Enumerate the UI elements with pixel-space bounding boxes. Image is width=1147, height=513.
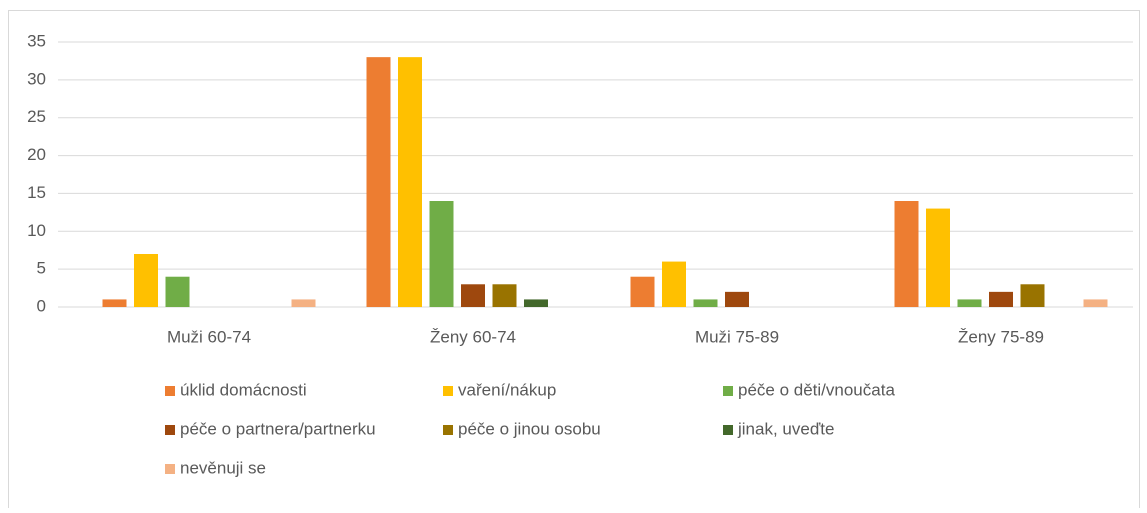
- x-tick-label: Muži 75-89: [695, 327, 779, 346]
- bar: [894, 201, 919, 307]
- legend-swatch: [165, 386, 175, 396]
- legend-swatch: [165, 464, 175, 474]
- bar: [461, 284, 485, 307]
- bar: [662, 261, 686, 307]
- y-tick-label: 20: [27, 145, 46, 164]
- x-tick-label: Muži 60-74: [167, 327, 251, 346]
- bar: [1020, 284, 1045, 307]
- bar: [165, 276, 190, 307]
- bar: [366, 57, 391, 308]
- bar: [134, 254, 158, 307]
- bar: [524, 299, 548, 307]
- legend-swatch: [723, 425, 733, 435]
- legend-label: péče o děti/vnoučata: [738, 380, 895, 399]
- y-tick-label: 25: [27, 107, 46, 126]
- bar: [1083, 299, 1108, 307]
- y-tick-label: 35: [27, 31, 46, 50]
- legend-label: úklid domácnosti: [180, 380, 307, 399]
- bar: [989, 291, 1013, 307]
- legend-label: vaření/nákup: [458, 380, 556, 399]
- bar: [429, 201, 454, 307]
- legend-swatch: [443, 425, 453, 435]
- bar: [725, 291, 749, 307]
- legend-label: péče o partnera/partnerku: [180, 419, 376, 438]
- y-tick-label: 30: [27, 69, 46, 88]
- y-tick-label: 10: [27, 221, 46, 240]
- bar: [630, 276, 655, 307]
- bar: [492, 284, 517, 307]
- legend-label: péče o jinou osobu: [458, 419, 601, 438]
- y-tick-label: 5: [37, 259, 46, 278]
- chart-border: [8, 10, 1140, 511]
- legend-swatch: [723, 386, 733, 396]
- bar: [926, 208, 950, 307]
- bar: [957, 299, 982, 307]
- legend-swatch: [443, 386, 453, 396]
- bar: [291, 299, 316, 307]
- bar: [398, 57, 422, 308]
- y-tick-label: 0: [37, 296, 46, 315]
- legend-label: nevěnuji se: [180, 458, 266, 477]
- x-tick-label: Ženy 60-74: [430, 327, 516, 346]
- legend-label: jinak, uveďte: [737, 419, 834, 438]
- legend-swatch: [165, 425, 175, 435]
- bar: [693, 299, 718, 307]
- y-tick-label: 15: [27, 183, 46, 202]
- bar: [102, 299, 127, 307]
- x-tick-label: Ženy 75-89: [958, 327, 1044, 346]
